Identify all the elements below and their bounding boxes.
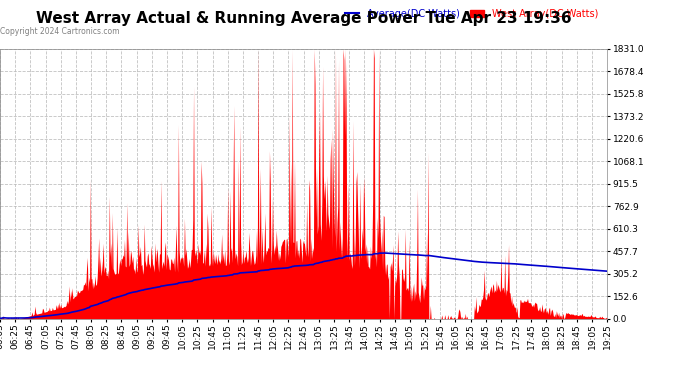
Legend: Average(DC Watts), West Array(DC Watts): Average(DC Watts), West Array(DC Watts) [341, 5, 602, 23]
Text: West Array Actual & Running Average Power Tue Apr 23 19:36: West Array Actual & Running Average Powe… [36, 11, 571, 26]
Text: Copyright 2024 Cartronics.com: Copyright 2024 Cartronics.com [0, 27, 119, 36]
